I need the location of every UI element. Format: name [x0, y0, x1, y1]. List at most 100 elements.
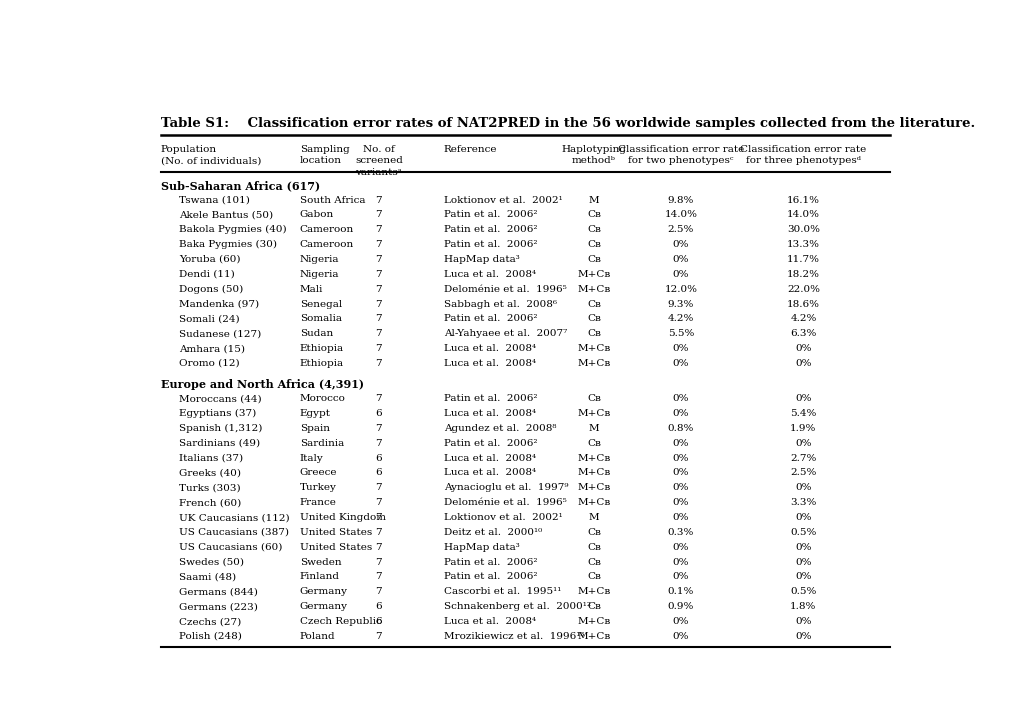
Text: 7: 7 — [375, 528, 382, 537]
Text: 0.5%: 0.5% — [790, 528, 816, 537]
Text: 0.5%: 0.5% — [790, 588, 816, 596]
Text: 0%: 0% — [672, 513, 689, 522]
Text: 1.9%: 1.9% — [790, 424, 816, 433]
Text: Classification error rate
for three phenotypesᵈ: Classification error rate for three phen… — [740, 145, 866, 165]
Text: Cʙ: Cʙ — [586, 558, 600, 567]
Text: 13.3%: 13.3% — [786, 240, 819, 249]
Text: Akele Bantus (50): Akele Bantus (50) — [178, 210, 273, 220]
Text: M+Cʙ: M+Cʙ — [577, 284, 610, 294]
Text: 0%: 0% — [672, 240, 689, 249]
Text: Sub-Saharan Africa (617): Sub-Saharan Africa (617) — [161, 181, 320, 192]
Text: 7: 7 — [375, 255, 382, 264]
Text: M+Cʙ: M+Cʙ — [577, 344, 610, 353]
Text: United States: United States — [300, 543, 372, 552]
Text: 0.1%: 0.1% — [667, 588, 693, 596]
Text: Cameroon: Cameroon — [300, 240, 354, 249]
Text: Sabbagh et al.  2008⁶: Sabbagh et al. 2008⁶ — [443, 300, 556, 308]
Text: M+Cʙ: M+Cʙ — [577, 359, 610, 368]
Text: 0%: 0% — [672, 617, 689, 626]
Text: No. of
screened
variantsᵃ: No. of screened variantsᵃ — [355, 145, 403, 176]
Text: Gabon: Gabon — [300, 210, 334, 220]
Text: Egypt: Egypt — [300, 409, 330, 418]
Text: Patin et al.  2006²: Patin et al. 2006² — [443, 558, 537, 567]
Text: 0%: 0% — [795, 617, 811, 626]
Text: 0.9%: 0.9% — [667, 602, 693, 611]
Text: Luca et al.  2008⁴: Luca et al. 2008⁴ — [443, 409, 535, 418]
Text: Nigeria: Nigeria — [300, 255, 339, 264]
Text: 7: 7 — [375, 558, 382, 567]
Text: Somali (24): Somali (24) — [178, 315, 239, 323]
Text: 9.3%: 9.3% — [667, 300, 693, 308]
Text: 16.1%: 16.1% — [786, 196, 819, 204]
Text: Deitz et al.  2000¹⁰: Deitz et al. 2000¹⁰ — [443, 528, 541, 537]
Text: 0%: 0% — [795, 359, 811, 368]
Text: Patin et al.  2006²: Patin et al. 2006² — [443, 240, 537, 249]
Text: 5.4%: 5.4% — [790, 409, 816, 418]
Text: Cʙ: Cʙ — [586, 572, 600, 582]
Text: 7: 7 — [375, 438, 382, 448]
Text: Cʙ: Cʙ — [586, 543, 600, 552]
Text: 0%: 0% — [672, 270, 689, 279]
Text: Sudan: Sudan — [300, 329, 333, 338]
Text: Europe and North Africa (4,391): Europe and North Africa (4,391) — [161, 379, 364, 390]
Text: 0%: 0% — [795, 543, 811, 552]
Text: Cʙ: Cʙ — [586, 395, 600, 403]
Text: 0%: 0% — [672, 558, 689, 567]
Text: Patin et al.  2006²: Patin et al. 2006² — [443, 315, 537, 323]
Text: Sudanese (127): Sudanese (127) — [178, 329, 261, 338]
Text: 7: 7 — [375, 196, 382, 204]
Text: M+Cʙ: M+Cʙ — [577, 409, 610, 418]
Text: Haplotyping
methodᵇ: Haplotyping methodᵇ — [560, 145, 626, 165]
Text: Somalia: Somalia — [300, 315, 341, 323]
Text: Cʙ: Cʙ — [586, 602, 600, 611]
Text: 2.5%: 2.5% — [667, 225, 693, 234]
Text: M: M — [588, 513, 598, 522]
Text: Table S1:    Classification error rates of NAT2PRED in the 56 worldwide samples : Table S1: Classification error rates of … — [161, 117, 974, 130]
Text: Turks (303): Turks (303) — [178, 483, 240, 492]
Text: United States: United States — [300, 528, 372, 537]
Text: 7: 7 — [375, 395, 382, 403]
Text: 7: 7 — [375, 588, 382, 596]
Text: 0%: 0% — [672, 572, 689, 582]
Text: Patin et al.  2006²: Patin et al. 2006² — [443, 572, 537, 582]
Text: 0%: 0% — [672, 255, 689, 264]
Text: 0%: 0% — [672, 483, 689, 492]
Text: Sardinia: Sardinia — [300, 438, 343, 448]
Text: Germans (223): Germans (223) — [178, 602, 258, 611]
Text: 0%: 0% — [672, 543, 689, 552]
Text: 6: 6 — [375, 454, 382, 463]
Text: 11.7%: 11.7% — [786, 255, 819, 264]
Text: 0%: 0% — [795, 438, 811, 448]
Text: Cʙ: Cʙ — [586, 315, 600, 323]
Text: M+Cʙ: M+Cʙ — [577, 270, 610, 279]
Text: Finland: Finland — [300, 572, 339, 582]
Text: 0%: 0% — [795, 513, 811, 522]
Text: HapMap data³: HapMap data³ — [443, 543, 519, 552]
Text: Moroccans (44): Moroccans (44) — [178, 395, 261, 403]
Text: M+Cʙ: M+Cʙ — [577, 454, 610, 463]
Text: 0%: 0% — [795, 558, 811, 567]
Text: 7: 7 — [375, 240, 382, 249]
Text: Swedes (50): Swedes (50) — [178, 558, 244, 567]
Text: Aynacioglu et al.  1997⁹: Aynacioglu et al. 1997⁹ — [443, 483, 568, 492]
Text: Morocco: Morocco — [300, 395, 345, 403]
Text: 9.8%: 9.8% — [667, 196, 693, 204]
Text: US Caucasians (387): US Caucasians (387) — [178, 528, 288, 537]
Text: Cʙ: Cʙ — [586, 240, 600, 249]
Text: 18.6%: 18.6% — [786, 300, 819, 308]
Text: 4.2%: 4.2% — [667, 315, 693, 323]
Text: Mandenka (97): Mandenka (97) — [178, 300, 259, 308]
Text: 6: 6 — [375, 617, 382, 626]
Text: Nigeria: Nigeria — [300, 270, 339, 279]
Text: M: M — [588, 196, 598, 204]
Text: 7: 7 — [375, 543, 382, 552]
Text: Luca et al.  2008⁴: Luca et al. 2008⁴ — [443, 270, 535, 279]
Text: Germany: Germany — [300, 602, 347, 611]
Text: Luca et al.  2008⁴: Luca et al. 2008⁴ — [443, 469, 535, 477]
Text: Loktionov et al.  2002¹: Loktionov et al. 2002¹ — [443, 196, 561, 204]
Text: 18.2%: 18.2% — [786, 270, 819, 279]
Text: 7: 7 — [375, 300, 382, 308]
Text: Czechs (27): Czechs (27) — [178, 617, 240, 626]
Text: Mali: Mali — [300, 284, 323, 294]
Text: Germans (844): Germans (844) — [178, 588, 258, 596]
